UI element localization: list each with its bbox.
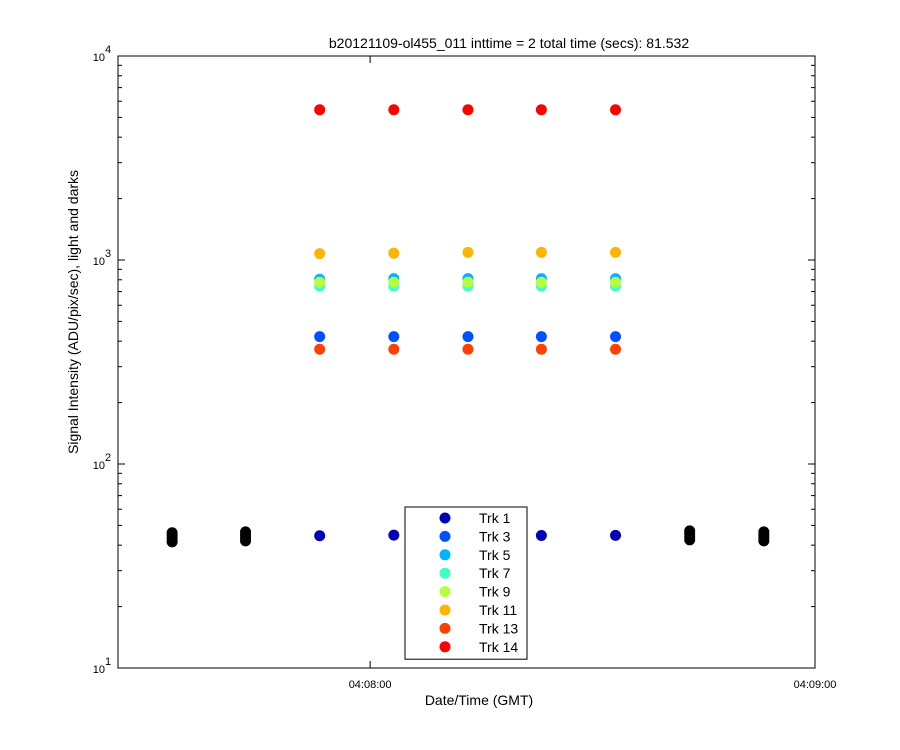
data-point <box>388 529 400 541</box>
legend-marker <box>439 549 451 561</box>
legend-box <box>404 506 528 660</box>
data-point <box>388 247 400 259</box>
data-point <box>166 527 178 539</box>
data-point <box>535 276 547 288</box>
data-point <box>610 343 622 355</box>
legend-marker <box>439 622 451 634</box>
data-point <box>388 343 400 355</box>
data-point <box>535 104 547 116</box>
x-tick-label: 04:08:00 <box>349 679 392 691</box>
axis-ticks <box>118 56 816 669</box>
y-tick-label: 101 <box>93 656 111 676</box>
legend-marker <box>439 512 451 524</box>
data-point <box>314 276 326 288</box>
legend-label: Trk 7 <box>479 565 511 581</box>
data-point <box>314 530 326 542</box>
data-point <box>388 331 400 343</box>
data-point <box>610 276 622 288</box>
data-point <box>610 104 622 116</box>
legend-item: Trk 7 <box>439 565 511 581</box>
data-point <box>610 529 622 541</box>
y-tick-exponent: 4 <box>105 44 111 56</box>
legend-marker <box>439 586 451 598</box>
data-point <box>758 526 770 538</box>
legend-label: Trk 13 <box>479 620 518 636</box>
legend-label: Trk 14 <box>479 639 518 655</box>
legend-item: Trk 3 <box>439 528 511 544</box>
legend-marker <box>439 567 451 579</box>
data-point <box>462 343 474 355</box>
data-point <box>535 331 547 343</box>
series-trk-14 <box>314 104 622 116</box>
data-point <box>610 246 622 258</box>
data-point <box>462 104 474 116</box>
legend-item: Trk 1 <box>439 510 511 526</box>
data-point <box>314 343 326 355</box>
legend-item: Trk 5 <box>439 547 511 563</box>
legend-item: Trk 11 <box>439 602 517 618</box>
data-point <box>388 276 400 288</box>
legend-label: Trk 3 <box>479 528 511 544</box>
series-trk-3 <box>314 331 622 343</box>
data-point <box>610 331 622 343</box>
chart-title: b20121109-ol455_011 inttime = 2 total ti… <box>329 35 689 51</box>
legend-marker <box>439 641 451 653</box>
data-point <box>240 526 252 538</box>
series-trk-13 <box>314 343 622 355</box>
x-tick-label: 04:09:00 <box>794 679 837 691</box>
y-axis-label: Signal Intensity (ADU/pix/sec), light an… <box>65 170 81 454</box>
data-point <box>314 104 326 116</box>
data-point <box>462 331 474 343</box>
legend-label: Trk 1 <box>479 510 511 526</box>
legend-item: Trk 13 <box>439 620 518 636</box>
y-tick-label: 104 <box>93 44 111 64</box>
data-point <box>535 246 547 258</box>
y-tick-base: 10 <box>93 460 105 472</box>
data-points <box>166 104 770 548</box>
legend: Trk 1 Trk 3 Trk 5 Trk 7 Trk 9 Trk 11 Trk 13 Trk… <box>404 506 528 660</box>
legend-marker <box>439 530 451 542</box>
y-tick-label: 102 <box>93 452 111 472</box>
y-tick-label: 103 <box>93 248 111 268</box>
series-darks <box>166 525 770 548</box>
x-tick-labels: 04:08:00 04:09:00 <box>349 679 837 691</box>
data-point <box>535 343 547 355</box>
legend-label: Trk 5 <box>479 547 511 563</box>
y-tick-exponent: 2 <box>105 452 111 464</box>
data-point <box>462 246 474 258</box>
data-point <box>314 331 326 343</box>
legend-item: Trk 14 <box>439 639 518 655</box>
data-point <box>684 525 696 537</box>
legend-marker <box>439 604 451 616</box>
y-tick-exponent: 3 <box>105 248 111 260</box>
y-tick-base: 10 <box>93 52 105 64</box>
legend-label: Trk 9 <box>479 584 511 600</box>
data-point <box>535 530 547 542</box>
series-trk-11 <box>314 246 622 260</box>
legend-label: Trk 11 <box>479 602 517 618</box>
data-point <box>462 276 474 288</box>
y-tick-base: 10 <box>93 256 105 268</box>
x-axis-label: Date/Time (GMT) <box>425 692 533 708</box>
y-tick-base: 10 <box>93 664 105 676</box>
series-trk-9 <box>314 276 622 288</box>
legend-item: Trk 9 <box>439 584 511 600</box>
y-tick-exponent: 1 <box>105 656 111 668</box>
data-point <box>314 248 326 260</box>
data-point <box>388 104 400 116</box>
